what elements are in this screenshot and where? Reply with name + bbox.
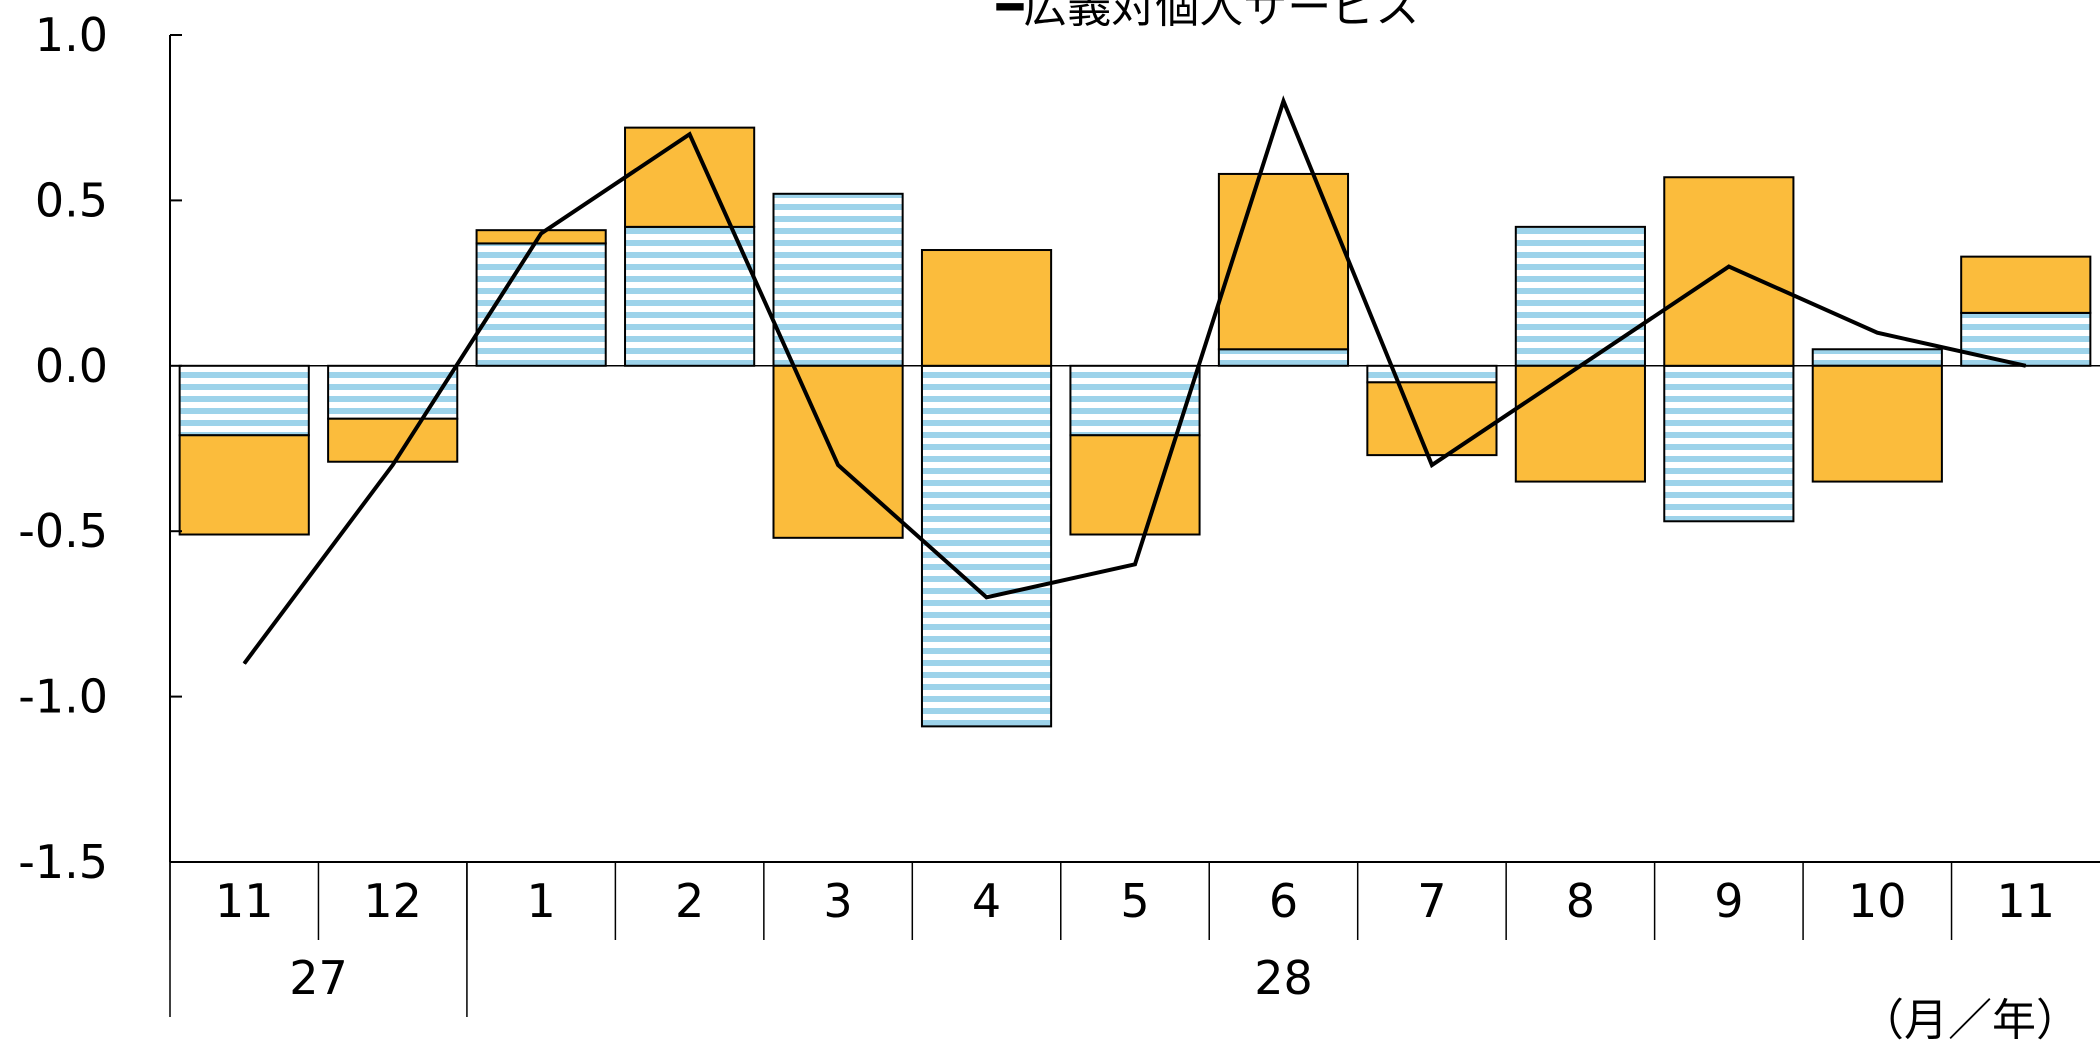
- bar-segment-solid-5: [920, 249, 1053, 367]
- bar-segment-solid-7: [1217, 172, 1350, 351]
- line-point: [2025, 365, 2027, 367]
- x-tick-label: 3: [823, 874, 852, 928]
- axes-layer: 1.00.50.0-0.5-1.0-1.511 12 1 2 3 4 5 6 7 8 9 10 1127…: [18, 8, 2100, 1017]
- bar-segment-solid-8: [1366, 381, 1498, 457]
- y-tick-label: -0.5: [18, 504, 108, 558]
- bar-segment-solid-12: [1960, 255, 2092, 314]
- line-point: [986, 596, 988, 598]
- unit-label: （月／年）: [1860, 995, 2080, 1045]
- line-point: [1282, 100, 1284, 102]
- bar-segment-solid-11: [1811, 364, 1943, 483]
- x-tick-label: 10: [1848, 874, 1907, 928]
- bar-segment-solid-4: [772, 364, 904, 539]
- x-tick-label: 11: [215, 874, 274, 928]
- x-tick-label: 6: [1269, 874, 1298, 928]
- y-tick-label: -1.0: [18, 670, 108, 724]
- line-point: [1728, 266, 1730, 268]
- chart-title: ━広義対個人サービス: [996, 0, 1420, 33]
- x-tick-label: 4: [972, 874, 1001, 928]
- x-tick-label: 9: [1714, 874, 1743, 928]
- y-tick-label: 0.5: [35, 173, 108, 227]
- x-tick-label: 8: [1566, 874, 1595, 928]
- bar-segment-solid-0: [178, 434, 310, 536]
- bar-segment-solid-1: [327, 417, 459, 463]
- x-tick-label: 12: [363, 874, 422, 928]
- line-point: [243, 663, 245, 665]
- x-tick-label: 7: [1417, 874, 1446, 928]
- bars-layer: [178, 126, 2092, 728]
- bar-segment-striped-5: [920, 364, 1053, 728]
- bar-segment-solid-3: [624, 126, 756, 228]
- x-tick-label: 1: [527, 874, 556, 928]
- bar-segment-solid-6: [1069, 434, 1201, 536]
- bar-segment-striped-12: [1960, 311, 2092, 367]
- y-tick-label: 0.0: [35, 339, 108, 393]
- bar-segment-striped-11: [1811, 348, 1943, 367]
- year-label: 28: [1254, 951, 1313, 1005]
- bar-segment-striped-0: [178, 364, 310, 437]
- bar-segment-striped-9: [1514, 225, 1646, 367]
- y-tick-label: -1.5: [18, 835, 108, 889]
- year-label: 27: [289, 951, 348, 1005]
- x-tick-label: 5: [1120, 874, 1149, 928]
- bar-segment-striped-2: [475, 242, 607, 367]
- line-point: [540, 232, 542, 234]
- line-point: [689, 133, 691, 135]
- bar-segment-solid-9: [1514, 364, 1646, 483]
- line-point: [1579, 365, 1581, 367]
- bar-segment-striped-10: [1663, 364, 1795, 523]
- line-point: [1876, 332, 1878, 334]
- bar-segment-striped-8: [1366, 364, 1498, 384]
- x-tick-label: 11: [1996, 874, 2055, 928]
- bar-segment-striped-7: [1217, 348, 1350, 367]
- bar-segment-striped-3: [624, 225, 756, 367]
- bar-segment-striped-4: [772, 192, 904, 367]
- line-layer: [242, 95, 2027, 665]
- line-point: [1134, 563, 1136, 565]
- x-tick-label: 2: [675, 874, 704, 928]
- line-point: [837, 464, 839, 466]
- bar-segment-solid-10: [1663, 176, 1795, 367]
- line-point: [392, 464, 394, 466]
- y-tick-label: 1.0: [35, 8, 108, 62]
- line-point: [1431, 464, 1433, 466]
- bar-segment-striped-1: [327, 364, 459, 420]
